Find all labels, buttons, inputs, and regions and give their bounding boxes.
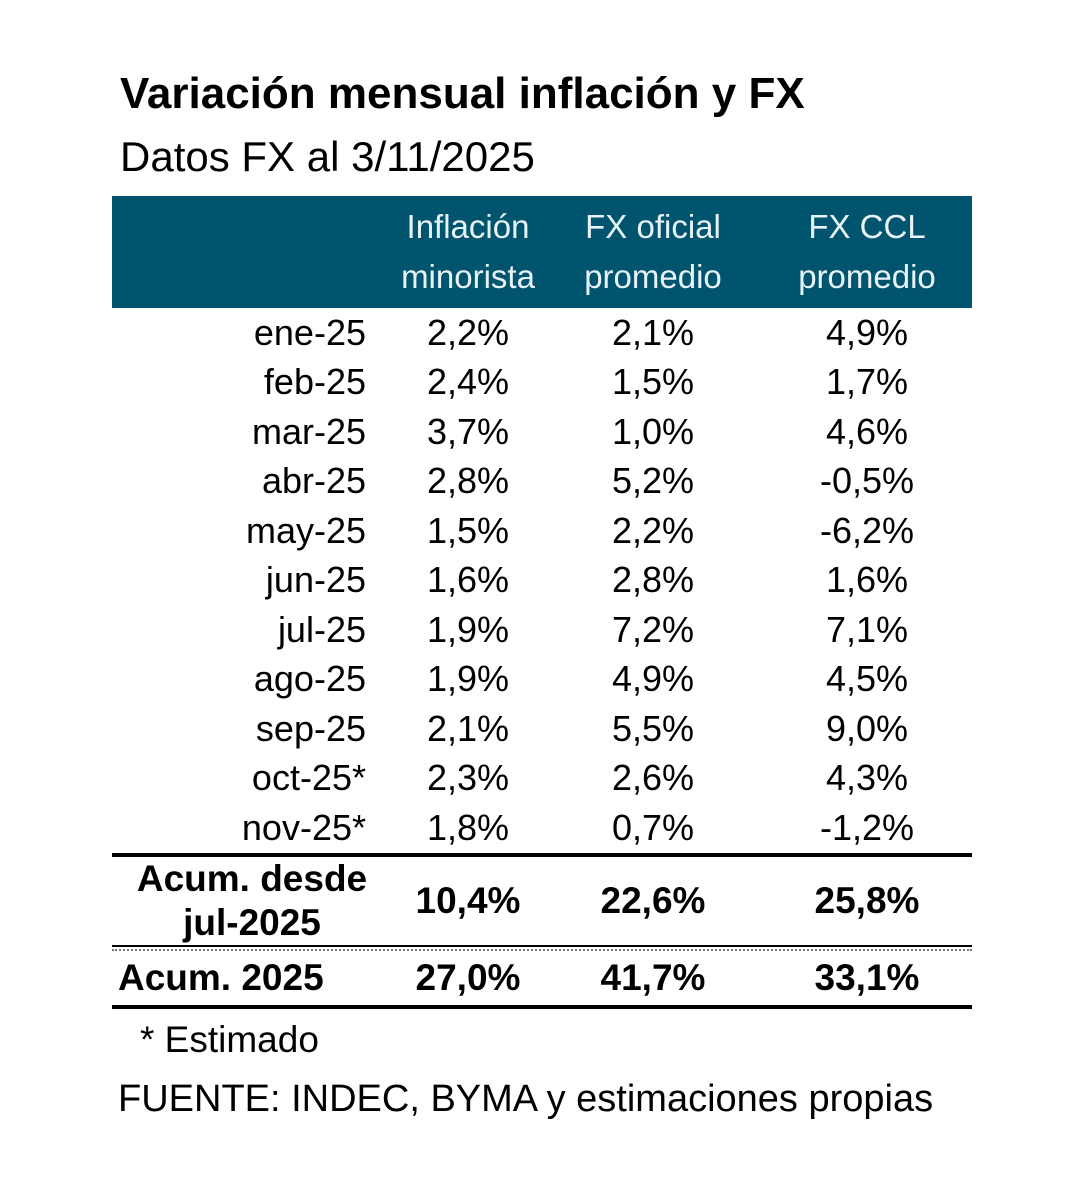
value-cell: 2,8% xyxy=(611,559,695,601)
value-cell: 2,1% xyxy=(611,311,695,353)
summary-value-cell: 25,8% xyxy=(814,879,920,921)
table-row: oct-25* 2,3% 2,6% 4,3% xyxy=(112,754,972,804)
value-cell: -1,2% xyxy=(819,806,915,848)
value-cell: 4,9% xyxy=(611,658,695,700)
figure-title: Variación mensual inflación y FX xyxy=(120,69,805,118)
month-cell: mar-25 xyxy=(251,410,366,452)
value-cell: 3,7% xyxy=(426,410,510,452)
summary-value-cell: 22,6% xyxy=(600,879,706,921)
value-cell: 2,6% xyxy=(611,757,695,799)
month-cell: ene-25 xyxy=(253,311,366,353)
value-cell: 1,5% xyxy=(611,361,695,403)
table-row: abr-25 2,8% 5,2% -0,5% xyxy=(112,457,972,507)
value-cell: 1,8% xyxy=(426,806,510,848)
value-cell: 4,9% xyxy=(825,311,909,353)
value-cell: 1,5% xyxy=(426,509,510,551)
source-note: FUENTE: INDEC, BYMA y estimaciones propi… xyxy=(118,1077,934,1120)
month-cell: jun-25 xyxy=(265,559,366,601)
month-cell: abr-25 xyxy=(261,460,366,502)
col-header-fx-ccl-promedio: FX CCL promedio xyxy=(798,208,936,295)
summary-divider-line xyxy=(112,944,972,951)
month-cell: nov-25* xyxy=(241,806,366,848)
month-cell: may-25 xyxy=(245,509,366,551)
value-cell: 1,9% xyxy=(426,658,510,700)
report-figure: Variación mensual inflación y FX Datos F… xyxy=(112,0,972,1121)
value-cell: 2,2% xyxy=(426,311,510,353)
month-cell: oct-25* xyxy=(251,757,366,799)
value-cell: 4,6% xyxy=(825,410,909,452)
inflation-fx-table: Inflación minorista FX oficial promedio … xyxy=(112,196,972,1009)
summary-label: Acum. 2025 xyxy=(118,956,324,998)
table-row: mar-25 3,7% 1,0% 4,6% xyxy=(112,407,972,457)
value-cell: 7,1% xyxy=(825,608,909,650)
summary-value-cell: 10,4% xyxy=(415,879,521,921)
value-cell: 5,2% xyxy=(611,460,695,502)
table-row: jun-25 1,6% 2,8% 1,6% xyxy=(112,556,972,606)
month-cell: feb-25 xyxy=(263,361,366,403)
table-row: feb-25 2,4% 1,5% 1,7% xyxy=(112,358,972,408)
value-cell: 1,0% xyxy=(611,410,695,452)
summary-value-cell: 41,7% xyxy=(600,956,706,998)
value-cell: 1,6% xyxy=(426,559,510,601)
value-cell: 9,0% xyxy=(825,707,909,749)
value-cell: 2,1% xyxy=(426,707,510,749)
summary-row-acum-2025: Acum. 2025 27,0% 41,7% 33,1% xyxy=(112,951,972,1009)
value-cell: 2,3% xyxy=(426,757,510,799)
col-header-inflacion-minorista: Inflación minorista xyxy=(401,208,535,295)
table-header-row: Inflación minorista FX oficial promedio … xyxy=(112,196,972,308)
summary-value-cell: 27,0% xyxy=(415,956,521,998)
value-cell: -6,2% xyxy=(819,509,915,551)
figure-subtitle: Datos FX al 3/11/2025 xyxy=(120,133,535,180)
table-row: nov-25* 1,8% 0,7% -1,2% xyxy=(112,803,972,853)
value-cell: 5,5% xyxy=(611,707,695,749)
value-cell: 4,3% xyxy=(825,757,909,799)
month-cell: sep-25 xyxy=(255,707,366,749)
estimate-footnote: * Estimado xyxy=(140,1018,319,1060)
summary-label: Acum. desde jul-2025 xyxy=(136,857,368,943)
value-cell: 2,8% xyxy=(426,460,510,502)
table-row: may-25 1,5% 2,2% -6,2% xyxy=(112,506,972,556)
table-body: ene-25 2,2% 2,1% 4,9% feb-25 2,4% 1,5% 1,7% mar-… xyxy=(112,308,972,853)
table-row: jul-25 1,9% 7,2% 7,1% xyxy=(112,605,972,655)
month-cell: jul-25 xyxy=(277,608,366,650)
value-cell: 1,6% xyxy=(825,559,909,601)
table-row: ene-25 2,2% 2,1% 4,9% xyxy=(112,308,972,358)
value-cell: 7,2% xyxy=(611,608,695,650)
value-cell: 2,4% xyxy=(426,361,510,403)
month-cell: ago-25 xyxy=(253,658,366,700)
summary-value-cell: 33,1% xyxy=(814,956,920,998)
value-cell: 0,7% xyxy=(611,806,695,848)
value-cell: 1,7% xyxy=(825,361,909,403)
value-cell: -0,5% xyxy=(819,460,915,502)
value-cell: 1,9% xyxy=(426,608,510,650)
summary-row-acum-desde-jul: Acum. desde jul-2025 10,4% 22,6% 25,8% xyxy=(112,852,972,945)
value-cell: 2,2% xyxy=(611,509,695,551)
col-header-fx-oficial-promedio: FX oficial promedio xyxy=(584,208,722,295)
table-row: ago-25 1,9% 4,9% 4,5% xyxy=(112,655,972,705)
table-row: sep-25 2,1% 5,5% 9,0% xyxy=(112,704,972,754)
value-cell: 4,5% xyxy=(825,658,909,700)
